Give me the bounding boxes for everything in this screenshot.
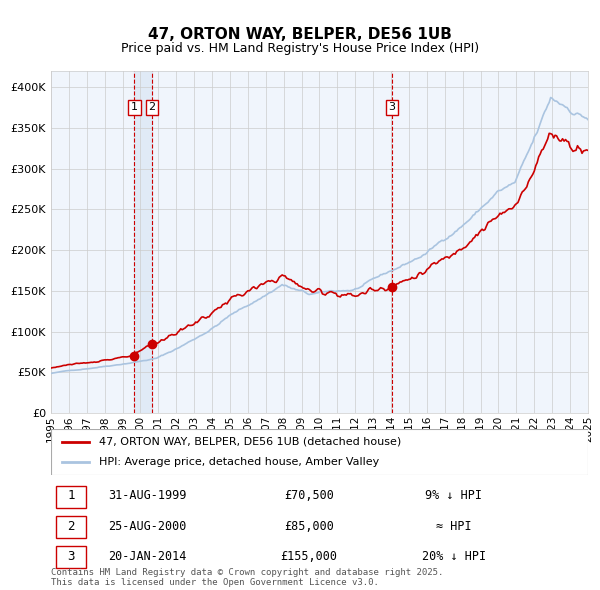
Text: 1: 1 (131, 103, 138, 113)
Text: 31-AUG-1999: 31-AUG-1999 (109, 490, 187, 503)
Text: £70,500: £70,500 (284, 490, 334, 503)
Text: 20% ↓ HPI: 20% ↓ HPI (422, 550, 486, 563)
Text: 20-JAN-2014: 20-JAN-2014 (109, 550, 187, 563)
Text: £155,000: £155,000 (280, 550, 337, 563)
Text: 25-AUG-2000: 25-AUG-2000 (109, 520, 187, 533)
Text: Price paid vs. HM Land Registry's House Price Index (HPI): Price paid vs. HM Land Registry's House … (121, 42, 479, 55)
Text: 2: 2 (149, 103, 155, 113)
Text: £85,000: £85,000 (284, 520, 334, 533)
Text: 1: 1 (67, 490, 74, 503)
FancyBboxPatch shape (56, 486, 86, 508)
FancyBboxPatch shape (56, 516, 86, 538)
Text: 3: 3 (67, 550, 74, 563)
Text: 47, ORTON WAY, BELPER, DE56 1UB (detached house): 47, ORTON WAY, BELPER, DE56 1UB (detache… (100, 437, 401, 447)
Text: ≈ HPI: ≈ HPI (436, 520, 472, 533)
Text: 2: 2 (67, 520, 74, 533)
Text: 3: 3 (389, 103, 395, 113)
Text: 9% ↓ HPI: 9% ↓ HPI (425, 490, 482, 503)
Text: Contains HM Land Registry data © Crown copyright and database right 2025.
This d: Contains HM Land Registry data © Crown c… (51, 568, 443, 587)
FancyBboxPatch shape (51, 429, 588, 475)
Bar (134, 71, 152, 413)
Text: HPI: Average price, detached house, Amber Valley: HPI: Average price, detached house, Ambe… (100, 457, 380, 467)
Text: 47, ORTON WAY, BELPER, DE56 1UB: 47, ORTON WAY, BELPER, DE56 1UB (148, 27, 452, 41)
FancyBboxPatch shape (56, 546, 86, 568)
